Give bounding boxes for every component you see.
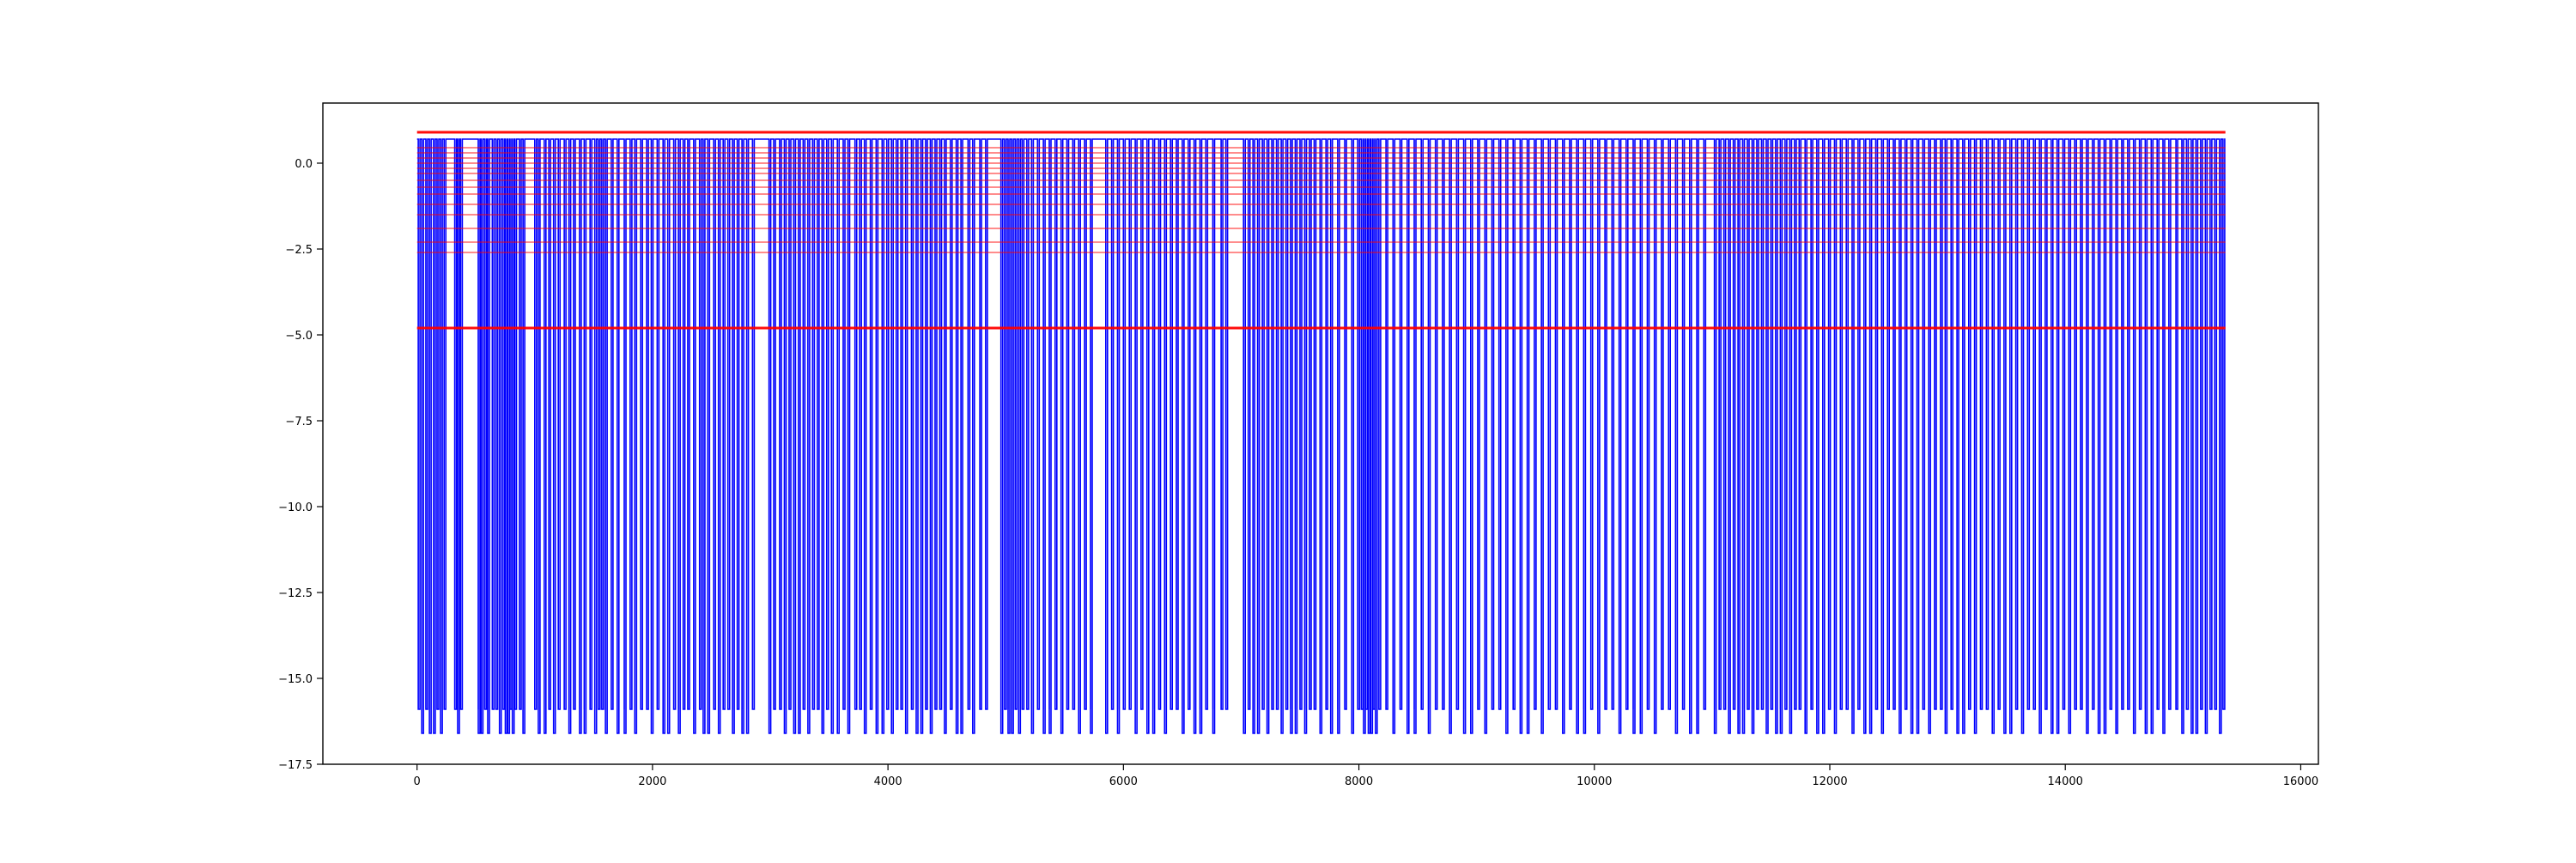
- x-tick-label: 10000: [1577, 775, 1612, 788]
- y-axis-ticks: 0.0 −2.5 −5.0 −7.5 −10.0 −12.5 −15.0 −17.5: [278, 158, 323, 772]
- x-tick-label: 8000: [1345, 775, 1373, 788]
- x-axis-ticks: 0 2000 4000 6000 8000 10000 12000 14000 16000: [414, 764, 2318, 788]
- x-tick-label: 0: [414, 775, 421, 788]
- x-tick-label: 12000: [1812, 775, 1847, 788]
- y-tick-label: −5.0: [285, 330, 313, 343]
- y-tick-label: −2.5: [285, 244, 313, 257]
- y-tick-label: −15.0: [278, 673, 313, 686]
- y-tick-label: 0.0: [295, 158, 313, 171]
- x-tick-label: 14000: [2048, 775, 2083, 788]
- signal-series: [416, 138, 2226, 734]
- y-tick-label: −17.5: [278, 759, 313, 772]
- axes-frame: [322, 102, 2319, 765]
- x-tick-label: 4000: [874, 775, 902, 788]
- x-tick-label: 2000: [638, 775, 666, 788]
- x-tick-label: 6000: [1109, 775, 1138, 788]
- threshold-lines: [416, 131, 2226, 330]
- x-tick-label: 16000: [2283, 775, 2318, 788]
- y-tick-label: −12.5: [278, 587, 313, 600]
- axes: [322, 102, 2319, 765]
- y-tick-label: −10.0: [278, 501, 313, 514]
- y-tick-label: −7.5: [285, 416, 313, 428]
